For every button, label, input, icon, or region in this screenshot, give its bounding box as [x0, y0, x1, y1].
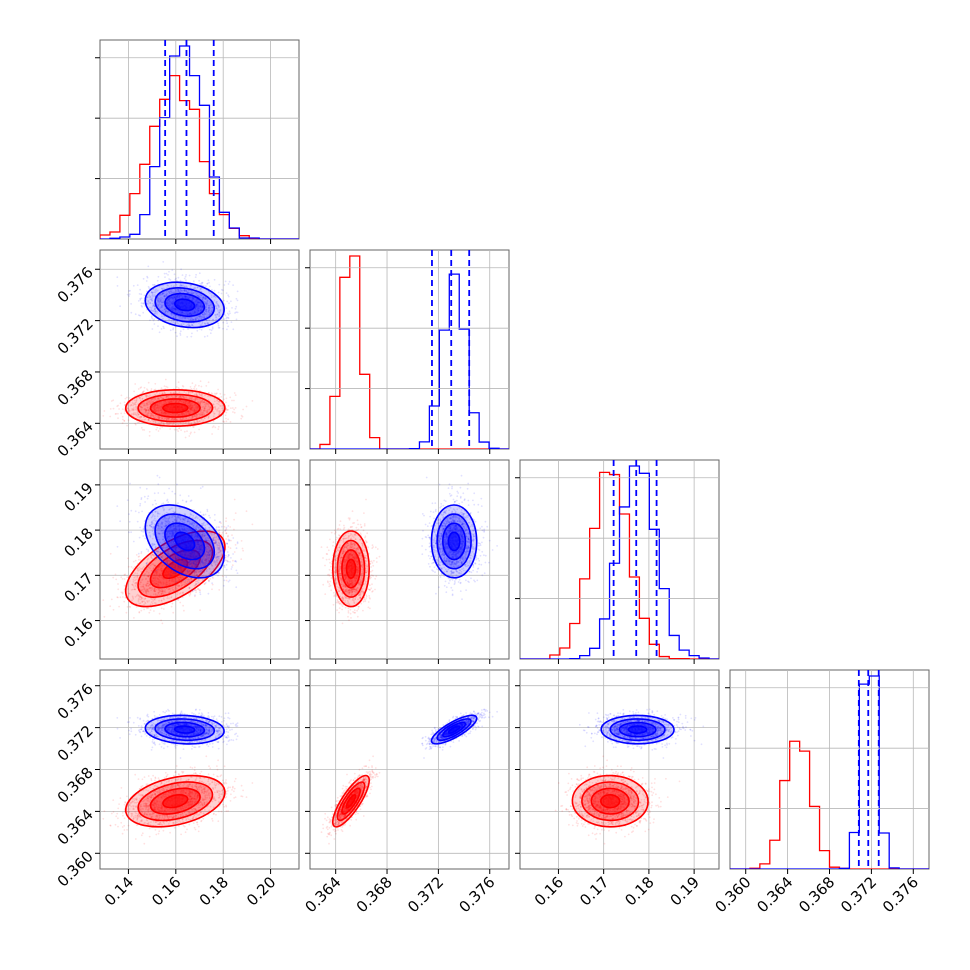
scatter-panel-3-0: 0.14 0.16 0.18 0.20 0.3600.3640.3680.3720.37… [54, 669, 300, 909]
y-tick-label: 0.372 [54, 722, 97, 765]
hist-red [310, 255, 509, 449]
scatter-points-red [554, 755, 681, 845]
scatter-panel-3-1: 0.364 0.368 0.372 0.376 [301, 669, 510, 916]
hist-red [730, 740, 929, 869]
x-tick-label: 0.376 [455, 873, 498, 916]
x-tick-label: 0.17 [576, 873, 612, 909]
x-tick-label: 0.364 [301, 873, 344, 916]
x-tick-label: 0.14 [101, 873, 137, 909]
panel-frame [99, 249, 300, 450]
scatter-panel-1-0: 0.364 0.368 0.372 0.376 [54, 249, 300, 461]
density-contour-red [162, 793, 189, 809]
panel-content [100, 40, 299, 239]
density-contour-blue [174, 725, 196, 734]
hist-blue [730, 675, 929, 869]
x-tick-label: 0.360 [711, 873, 754, 916]
panel-content [320, 474, 498, 625]
hist-blue [100, 45, 299, 239]
hist-panel-1 [305, 249, 510, 454]
panel-content [520, 460, 719, 659]
y-tick-label: 0.18 [60, 524, 96, 560]
density-contour-red [345, 794, 357, 809]
panel-content [730, 670, 929, 869]
y-tick-label: 0.16 [60, 615, 96, 651]
x-tick-label: 0.368 [353, 873, 396, 916]
density-contour-red [345, 558, 357, 579]
y-tick-label: 0.19 [60, 479, 96, 515]
density-contour-blue [447, 725, 461, 734]
panel-content [102, 708, 254, 845]
x-tick-label: 0.16 [531, 873, 567, 909]
x-tick-label: 0.372 [837, 873, 880, 916]
hist-panel-2 [515, 459, 720, 664]
y-tick-label: 0.368 [54, 764, 97, 807]
density-contour-red [600, 793, 621, 809]
scatter-panel-2-1 [305, 459, 510, 664]
y-tick-label: 0.368 [54, 366, 97, 409]
panel-content [102, 261, 254, 439]
panel-content [102, 474, 254, 625]
x-tick-label: 0.368 [795, 873, 838, 916]
density-contour-blue [627, 725, 648, 735]
x-tick-label: 0.18 [196, 873, 232, 909]
y-tick-label: 0.17 [60, 569, 96, 605]
density-contour-blue [174, 298, 196, 312]
density-contour-red [162, 558, 189, 580]
hist-blue [520, 465, 719, 659]
panel-frame [99, 459, 300, 660]
y-tick-label: 0.364 [54, 806, 97, 849]
density-contour-blue [174, 531, 196, 552]
scatter-panel-2-0: 0.16 0.17 0.18 0.19 [60, 459, 300, 664]
x-tick-label: 0.19 [667, 873, 703, 909]
density-contour-red [162, 402, 189, 414]
hist-blue [310, 273, 509, 449]
y-tick-label: 0.376 [54, 680, 97, 723]
y-tick-label: 0.376 [54, 263, 97, 306]
y-tick-label: 0.360 [54, 847, 97, 890]
y-tick-label: 0.364 [54, 417, 97, 460]
panel-content [554, 708, 705, 845]
x-tick-label: 0.16 [148, 873, 184, 909]
hist-panel-0 [95, 39, 300, 244]
x-tick-label: 0.364 [753, 873, 796, 916]
y-tick-label: 0.372 [54, 315, 97, 358]
density-contour-blue [447, 531, 461, 552]
panel-content [320, 708, 498, 845]
x-tick-label: 0.372 [404, 873, 447, 916]
panel-content [310, 250, 509, 449]
x-tick-label: 0.20 [243, 873, 279, 909]
hist-red [520, 471, 719, 659]
scatter-panel-3-2: 0.16 0.17 0.18 0.19 [515, 669, 720, 909]
panel-frame [309, 249, 510, 450]
x-tick-label: 0.376 [879, 873, 922, 916]
x-tick-label: 0.18 [621, 873, 657, 909]
